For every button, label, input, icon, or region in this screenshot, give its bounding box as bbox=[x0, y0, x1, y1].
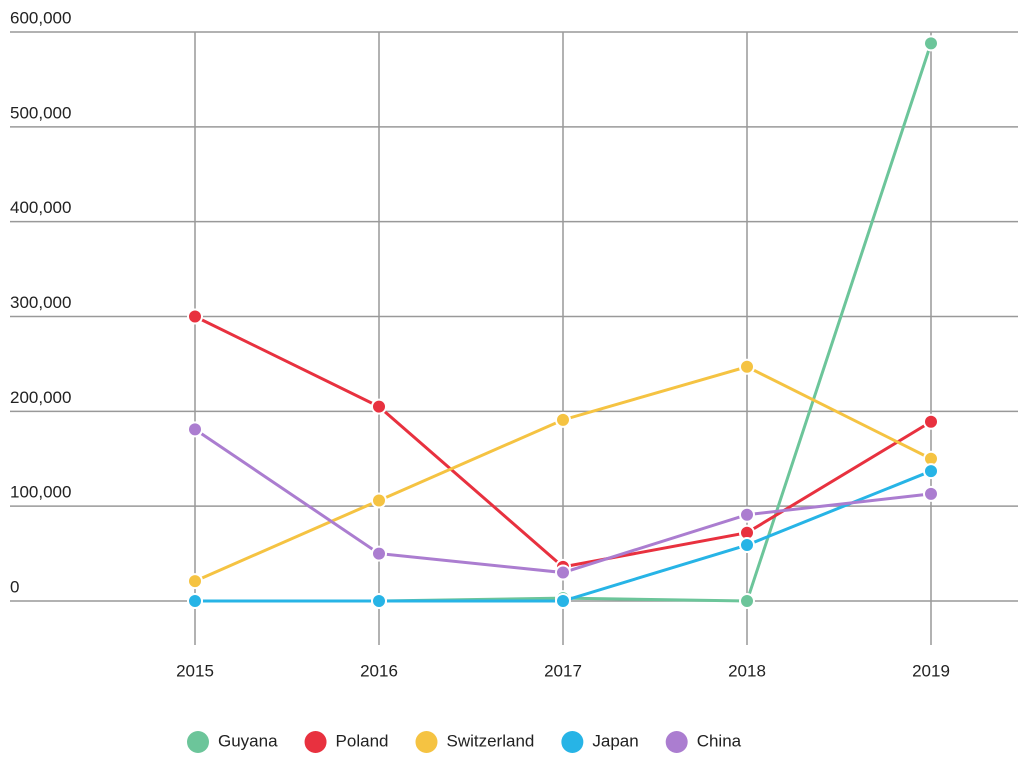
data-point bbox=[923, 463, 939, 480]
data-point bbox=[187, 593, 203, 609]
legend-marker bbox=[304, 731, 327, 753]
legend-label: Poland bbox=[336, 731, 389, 750]
data-point bbox=[923, 485, 939, 502]
data-point bbox=[739, 593, 755, 609]
data-point bbox=[555, 411, 571, 428]
data-point bbox=[187, 573, 203, 590]
legend-label: China bbox=[697, 731, 742, 750]
y-tick-label: 500,000 bbox=[10, 103, 71, 122]
legend-label: Switzerland bbox=[446, 731, 534, 750]
legend-label: Guyana bbox=[218, 731, 278, 750]
x-tick-label: 2015 bbox=[176, 661, 214, 680]
x-tick-label: 2018 bbox=[728, 661, 766, 680]
data-point bbox=[555, 593, 571, 609]
data-point bbox=[555, 564, 571, 581]
legend-marker bbox=[665, 731, 688, 753]
legend-marker bbox=[187, 731, 209, 753]
data-point bbox=[923, 413, 939, 430]
data-point bbox=[923, 35, 939, 52]
data-point bbox=[371, 398, 387, 415]
x-tick-label: 2016 bbox=[360, 661, 398, 680]
data-point bbox=[739, 358, 755, 375]
y-tick-label: 600,000 bbox=[10, 8, 71, 27]
legend-marker bbox=[415, 731, 438, 753]
data-point bbox=[739, 506, 755, 523]
legend-label: Japan bbox=[592, 731, 638, 750]
y-tick-label: 300,000 bbox=[10, 293, 71, 312]
x-tick-label: 2019 bbox=[912, 661, 950, 680]
y-tick-label: 200,000 bbox=[10, 388, 71, 407]
legend-marker bbox=[561, 731, 584, 753]
data-point bbox=[371, 492, 387, 509]
data-point bbox=[739, 537, 755, 554]
y-tick-label: 0 bbox=[10, 577, 19, 596]
y-tick-label: 100,000 bbox=[10, 483, 71, 502]
y-tick-label: 400,000 bbox=[10, 198, 71, 217]
x-tick-label: 2017 bbox=[544, 661, 582, 680]
data-point bbox=[371, 545, 387, 562]
data-point bbox=[371, 593, 387, 609]
data-point bbox=[187, 308, 203, 325]
data-point bbox=[187, 421, 203, 438]
